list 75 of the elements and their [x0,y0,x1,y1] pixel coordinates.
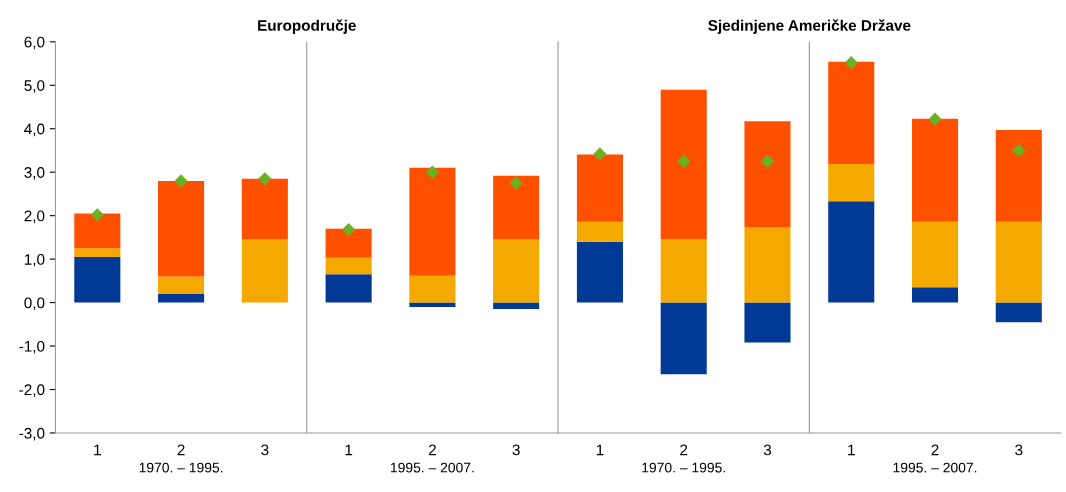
point [509,176,523,190]
chart-title: Sjedinjene Američke Države [708,19,911,34]
x-tick-label: 2 [680,444,688,456]
point [90,208,104,222]
bar [74,248,121,257]
bar [828,61,875,164]
point [928,112,942,126]
bar [158,276,205,294]
bar [660,89,707,240]
y-tick-label: -1,0 [19,340,45,354]
bar [744,121,791,228]
text: 1995. – 2007. [390,462,474,473]
x-tick-label: 3 [261,444,269,456]
x-tick-label: 3 [512,444,520,456]
x-tick-label: 1 [94,444,101,456]
x-tick-label: 1 [848,444,855,456]
bar [995,221,1042,303]
bar [493,239,540,303]
x-tick-label: 3 [763,444,772,456]
point [1012,143,1026,158]
y-tick-label: -2,0 [19,384,45,397]
bar [325,274,372,303]
bar [241,239,288,303]
bar [744,227,791,303]
bar [493,175,540,240]
point [677,154,691,168]
bar [325,228,372,258]
bar [744,302,791,343]
bar [660,239,707,303]
bar [409,302,456,307]
point [760,154,775,168]
y-tick-label: 3,0 [24,167,45,180]
y-tick-label: -3,0 [19,427,45,441]
point [258,172,272,186]
y-tick-label: 0,0 [24,297,45,311]
bar [911,118,959,222]
x-tick-label: 1 [345,444,353,456]
point [174,174,188,188]
bar [409,275,456,303]
x-tick-label: 2 [428,444,436,456]
y-tick-label: 4,0 [24,123,45,137]
bar [911,287,959,303]
bar [995,302,1042,323]
point [844,56,858,70]
x-tick-label: 3 [1015,444,1023,456]
text: 1995. – 2007. [893,462,977,473]
point [593,147,607,161]
bar [241,178,288,240]
x-tick-label: 1 [596,444,604,456]
text: 1970. – 1995. [642,462,725,473]
text: 1970. – 1995. [139,462,223,473]
bar [576,241,623,303]
bar [325,257,372,275]
bar [828,163,875,202]
bar [158,180,205,277]
y-tick-label: 5,0 [24,80,45,93]
bar [74,256,121,303]
bar [576,221,623,242]
bar [660,302,707,375]
bar [493,302,540,310]
y-tick-label: 6,0 [24,36,45,50]
bar [158,293,205,303]
point [342,222,356,237]
bar [409,167,456,276]
bar [828,201,875,303]
x-tick-label: 2 [177,444,185,456]
bar [576,154,623,222]
point [425,165,439,179]
bar [995,130,1042,222]
x-tick-label: 2 [931,444,939,456]
y-tick-label: 2,0 [24,210,45,224]
bar [74,213,121,249]
y-tick-label: 1,0 [24,253,45,267]
chart-title: Europodručje [258,19,356,34]
bar [911,221,959,288]
